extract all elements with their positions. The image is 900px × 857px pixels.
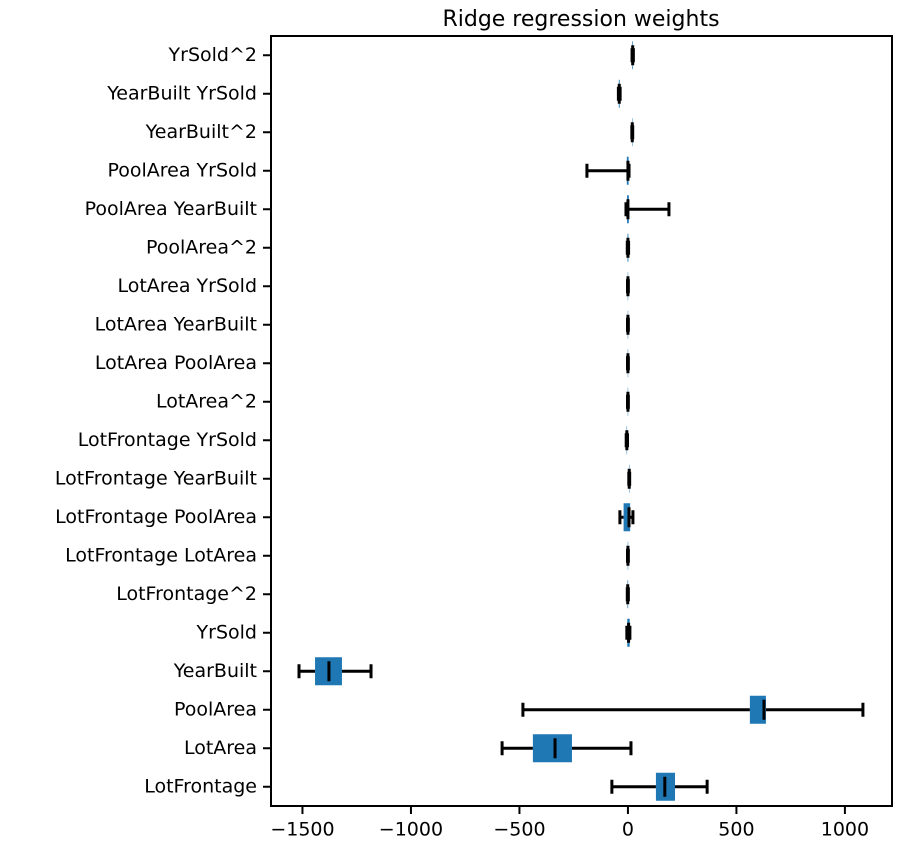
y-tick-label: PoolArea^2: [146, 236, 257, 258]
y-tick-label: LotArea^2: [156, 390, 257, 412]
x-tick-label: −1500: [270, 819, 334, 841]
y-tick-label: YearBuilt: [173, 660, 257, 682]
x-tick-label: 500: [718, 819, 754, 841]
y-tick-label: PoolArea YearBuilt: [85, 198, 257, 220]
box: [532, 734, 572, 763]
y-tick-label: PoolArea: [174, 698, 257, 720]
y-tick-label: LotArea PoolArea: [95, 352, 257, 374]
y-tick-label: LotFrontage PoolArea: [55, 506, 257, 528]
y-tick-label: LotArea: [184, 737, 257, 759]
y-tick-label: YrSold: [196, 621, 257, 643]
y-tick-label: LotFrontage^2: [116, 583, 257, 605]
y-tick-label: LotFrontage LotArea: [65, 544, 257, 566]
y-tick-label: YearBuilt YrSold: [106, 82, 257, 104]
x-tick-label: −500: [493, 819, 545, 841]
y-tick-label: LotFrontage YrSold: [78, 429, 257, 451]
y-tick-label: YearBuilt^2: [145, 121, 257, 143]
y-tick-label: LotArea YrSold: [117, 275, 257, 297]
y-tick-label: YrSold^2: [168, 44, 257, 66]
box: [749, 695, 766, 724]
y-tick-label: LotFrontage YearBuilt: [55, 467, 257, 489]
x-tick-label: 0: [622, 819, 634, 841]
x-tick-label: −1000: [379, 819, 443, 841]
y-tick-label: LotArea YearBuilt: [95, 313, 257, 335]
x-tick-label: 1000: [821, 819, 869, 841]
y-tick-label: LotFrontage: [144, 775, 257, 797]
y-tick-label: PoolArea YrSold: [107, 159, 257, 181]
plot-frame: [270, 35, 893, 807]
box: [623, 503, 631, 532]
chart-title: Ridge regression weights: [442, 7, 719, 32]
